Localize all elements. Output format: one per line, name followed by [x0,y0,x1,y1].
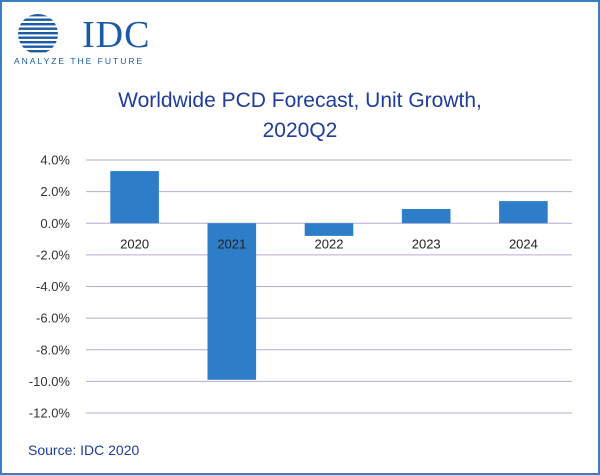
bar [499,201,548,224]
bar [401,209,451,224]
brand-tagline: ANALYZE THE FUTURE [14,56,145,66]
y-tick-label: -4.0% [36,279,70,294]
x-tick-label: 2022 [315,236,344,251]
source-note: Source: IDC 2020 [28,442,140,458]
bar [304,223,354,236]
x-tick-label: 2020 [120,236,149,251]
y-tick-label: -2.0% [36,247,70,262]
chart-title-line2: 2020Q2 [262,119,338,142]
bar [207,223,257,380]
x-tick-label: 2024 [509,236,538,251]
y-tick-label: -12.0% [29,406,71,421]
y-tick-label: -10.0% [29,374,71,389]
y-tick-label: 0.0% [40,216,70,231]
y-tick-label: 2.0% [40,184,70,199]
x-tick-label: 2021 [217,236,246,251]
brand-name: IDC [82,14,151,56]
x-tick-label: 2023 [412,236,441,251]
y-tick-label: -8.0% [36,342,70,357]
idc-logo: IDC ANALYZE THE FUTURE [14,12,154,68]
y-tick-label: -6.0% [36,311,70,326]
idc-globe-icon [18,14,58,53]
bar [110,171,159,224]
chart-title-line1: Worldwide PCD Forecast, Unit Growth, [118,89,482,112]
y-tick-label: 4.0% [40,153,70,168]
